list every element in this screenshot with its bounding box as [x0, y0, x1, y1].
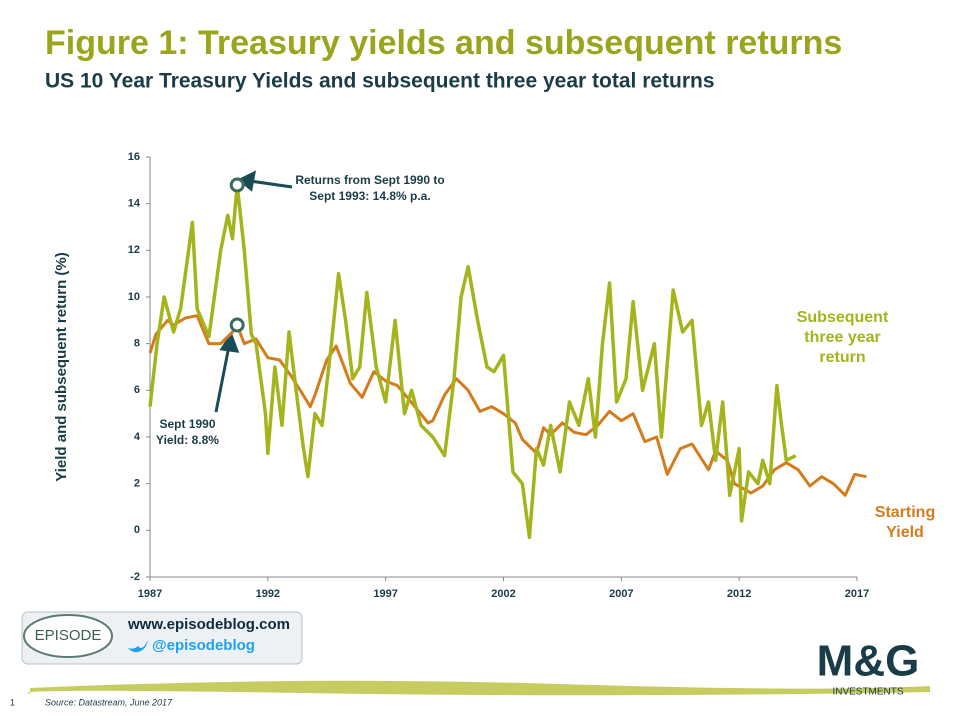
brand: M&G: [817, 637, 920, 686]
annotation: Sept 1990 Yield: 8.8%: [156, 417, 219, 447]
x-tick-label: 2002: [491, 588, 515, 600]
x-tick-label: 2017: [845, 588, 869, 600]
y-tick-label: 0: [134, 524, 140, 536]
footer-brush: [27, 680, 930, 696]
y-tick-label: 14: [128, 198, 141, 210]
y-tick-label: 12: [128, 244, 140, 256]
episode-logo: [23, 614, 113, 658]
x-tick-label: 1997: [373, 588, 397, 600]
series-line: [148, 183, 797, 540]
brand-sub: INVESTMENTS: [832, 687, 903, 698]
page-number: 1: [10, 697, 15, 707]
series-label: Subsequent three year return: [796, 309, 889, 366]
x-tick-label: 2007: [609, 588, 633, 600]
annotation-marker: [229, 177, 245, 193]
twitter: @episodeblog: [152, 637, 255, 654]
y-tick-label: 6: [134, 384, 140, 396]
y-tick-label: 8: [134, 338, 140, 350]
x-tick-label: 1987: [138, 588, 162, 600]
y-tick-label: 4: [134, 431, 141, 443]
y-tick-label: -2: [130, 571, 140, 583]
y-axis-label: Yield and subsequent return (%): [53, 252, 70, 481]
source: Source: Datastream, June 2017: [45, 697, 173, 707]
x-tick-label: 1992: [256, 588, 280, 600]
series-label: Starting Yield: [874, 504, 936, 541]
x-tick-label: 2012: [727, 588, 751, 600]
annotation-marker: [229, 317, 245, 333]
twitter-icon: [128, 640, 148, 653]
chart-title: Figure 1: Treasury yields and subsequent…: [45, 24, 842, 62]
episode-logo-text: EPISODE: [35, 627, 102, 644]
y-tick-label: 10: [128, 291, 140, 303]
y-tick-label: 2: [134, 478, 140, 490]
y-tick-label: 16: [128, 151, 140, 163]
chart-subtitle: US 10 Year Treasury Yields and subsequen…: [45, 70, 715, 93]
annotation: Returns from Sept 1990 to Sept 1993: 14.…: [295, 173, 445, 203]
website: www.episodeblog.com: [127, 616, 290, 633]
arrows: [214, 170, 293, 413]
